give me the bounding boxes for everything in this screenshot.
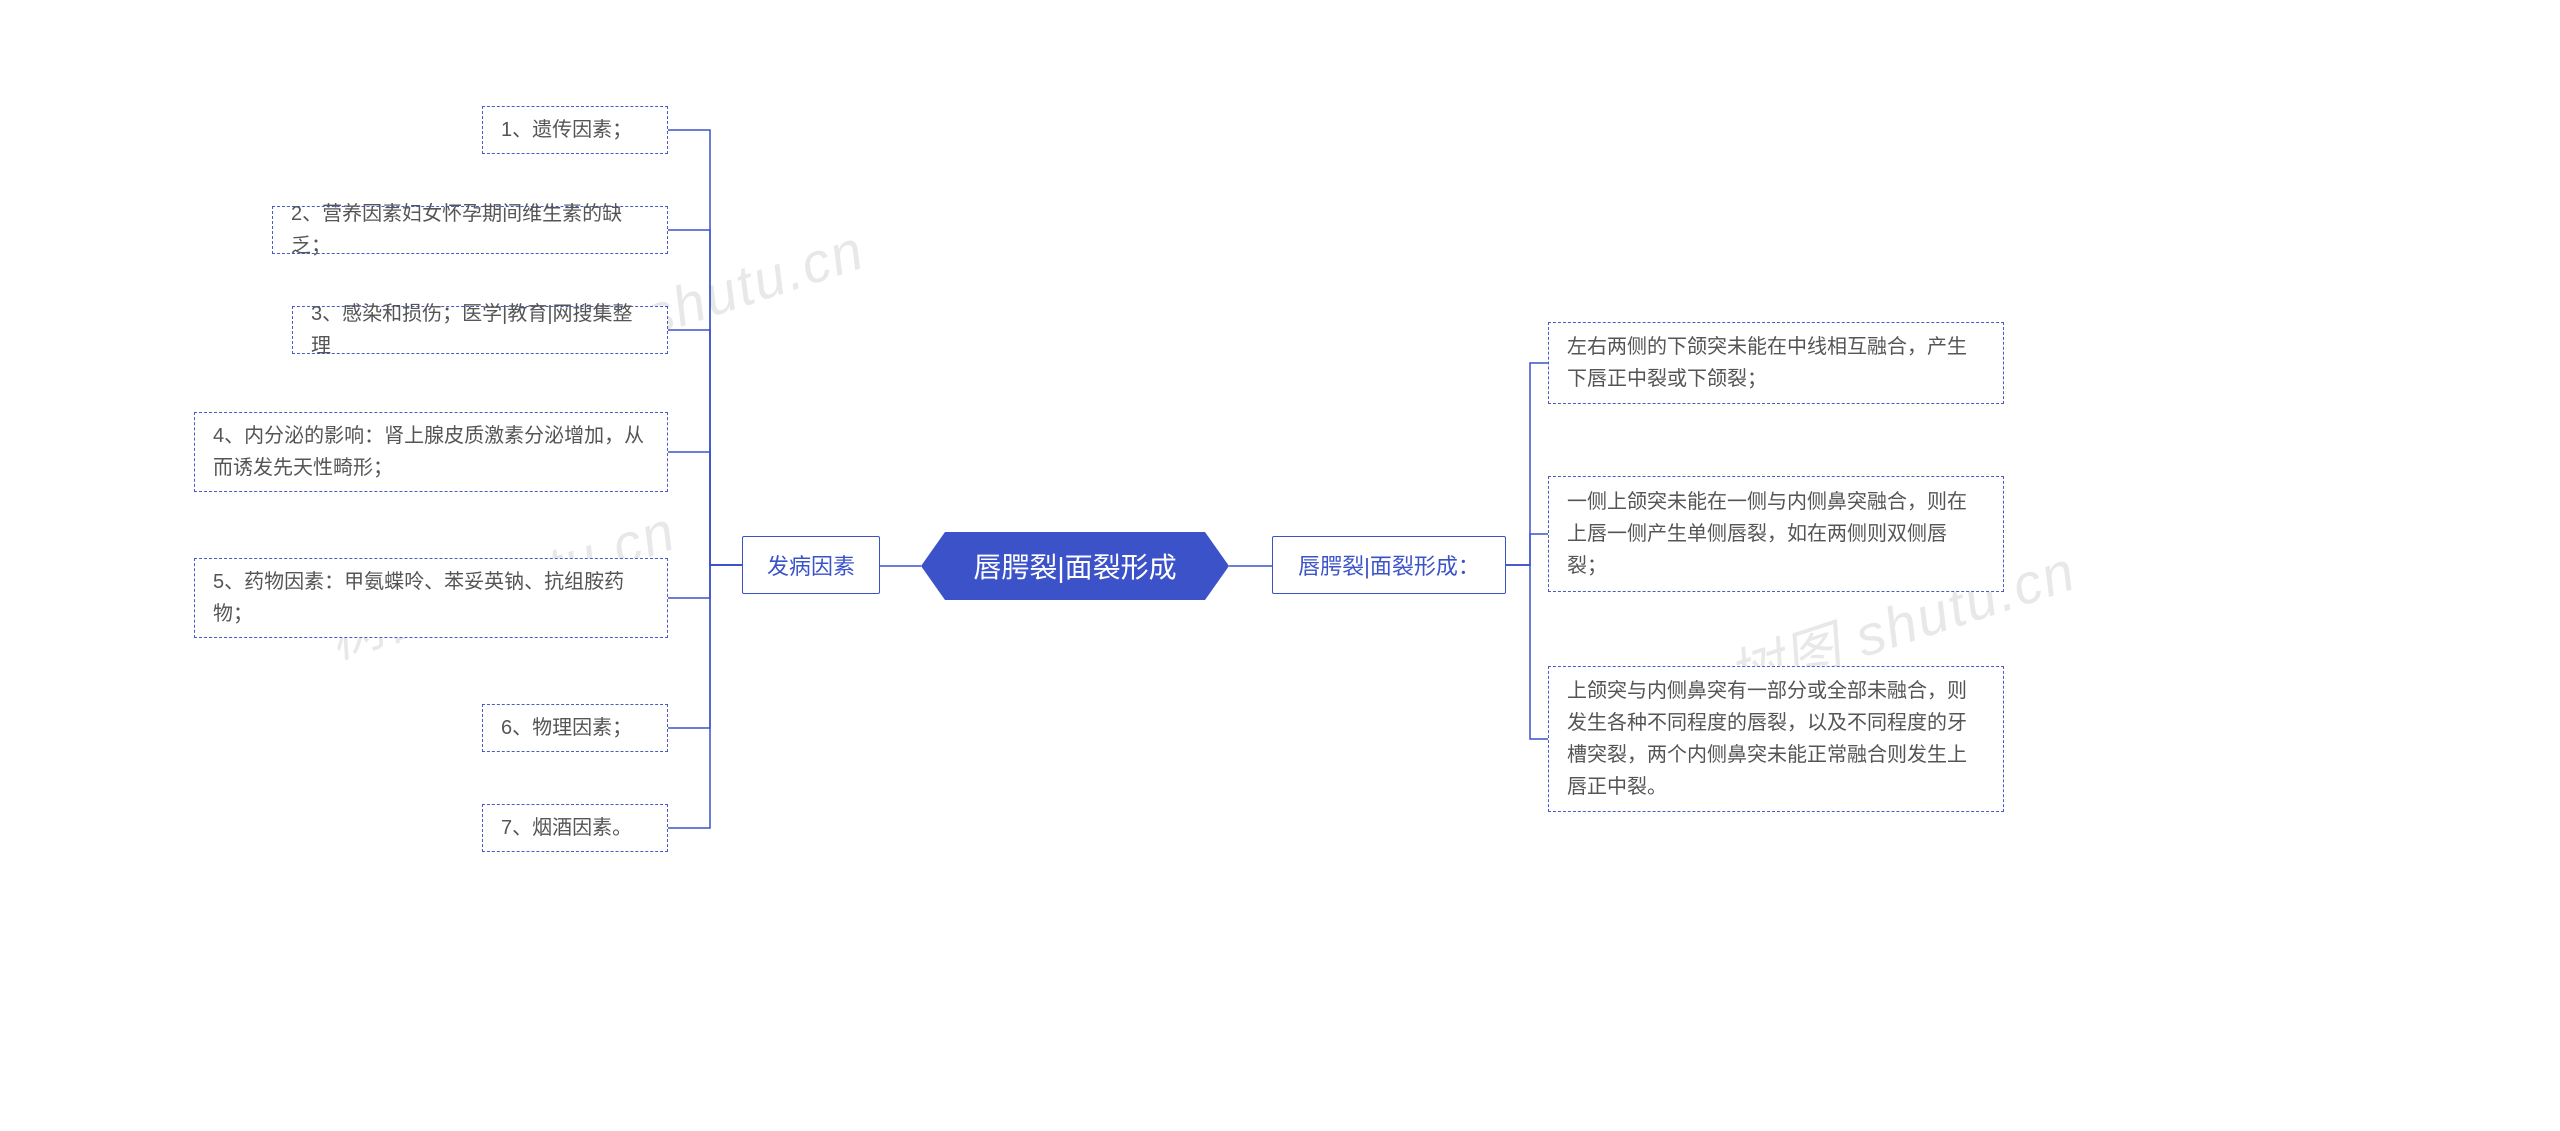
branch-left[interactable]: 发病因素: [742, 536, 880, 594]
leaf-label: 2、营养因素妇女怀孕期间维生素的缺乏；: [291, 198, 649, 262]
leaf-label: 5、药物因素：甲氨蝶呤、苯妥英钠、抗组胺药物；: [213, 566, 649, 630]
leaf-left-7[interactable]: 7、烟酒因素。: [482, 804, 668, 852]
leaf-left-3[interactable]: 3、感染和损伤；医学|教育|网搜集整理: [292, 306, 668, 354]
leaf-label: 4、内分泌的影响：肾上腺皮质激素分泌增加，从而诱发先天性畸形；: [213, 420, 649, 484]
center-label: 唇腭裂|面裂形成: [973, 546, 1176, 586]
leaf-label: 6、物理因素；: [501, 712, 649, 744]
leaf-label: 7、烟酒因素。: [501, 812, 649, 844]
branch-right[interactable]: 唇腭裂|面裂形成：: [1272, 536, 1506, 594]
leaf-left-1[interactable]: 1、遗传因素；: [482, 106, 668, 154]
leaf-right-3[interactable]: 上颌突与内侧鼻突有一部分或全部未融合，则发生各种不同程度的唇裂，以及不同程度的牙…: [1548, 666, 2004, 812]
mindmap-center[interactable]: 唇腭裂|面裂形成: [921, 532, 1229, 600]
branch-left-label: 发病因素: [767, 549, 855, 581]
leaf-right-1[interactable]: 左右两侧的下颌突未能在中线相互融合，产生下唇正中裂或下颌裂；: [1548, 322, 2004, 404]
leaf-left-6[interactable]: 6、物理因素；: [482, 704, 668, 752]
watermark-2: shutu.cn: [636, 216, 873, 348]
leaf-right-2[interactable]: 一侧上颌突未能在一侧与内侧鼻突融合，则在上唇一侧产生单侧唇裂，如在两侧则双侧唇裂…: [1548, 476, 2004, 592]
leaf-label: 上颌突与内侧鼻突有一部分或全部未融合，则发生各种不同程度的唇裂，以及不同程度的牙…: [1567, 675, 1985, 803]
leaf-left-2[interactable]: 2、营养因素妇女怀孕期间维生素的缺乏；: [272, 206, 668, 254]
leaf-label: 左右两侧的下颌突未能在中线相互融合，产生下唇正中裂或下颌裂；: [1567, 331, 1985, 395]
leaf-left-4[interactable]: 4、内分泌的影响：肾上腺皮质激素分泌增加，从而诱发先天性畸形；: [194, 412, 668, 492]
leaf-label: 1、遗传因素；: [501, 114, 649, 146]
leaf-label: 一侧上颌突未能在一侧与内侧鼻突融合，则在上唇一侧产生单侧唇裂，如在两侧则双侧唇裂…: [1567, 486, 1985, 582]
leaf-left-5[interactable]: 5、药物因素：甲氨蝶呤、苯妥英钠、抗组胺药物；: [194, 558, 668, 638]
branch-right-label: 唇腭裂|面裂形成：: [1298, 549, 1480, 581]
leaf-label: 3、感染和损伤；医学|教育|网搜集整理: [311, 298, 649, 362]
